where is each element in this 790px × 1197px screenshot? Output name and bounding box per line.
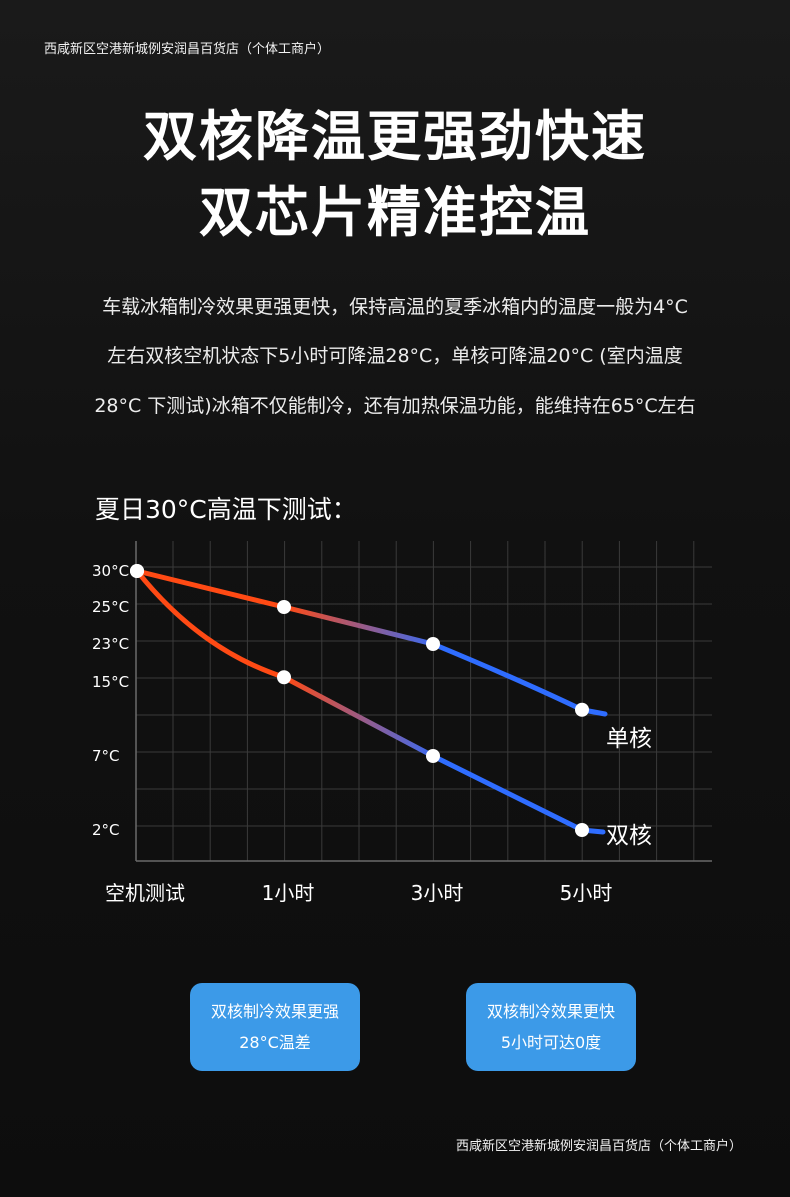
series-label-single-core: 单核 xyxy=(606,726,652,752)
shop-name-top: 西咸新区空港新城例安润昌百货店（个体工商户） xyxy=(44,42,331,57)
x-tick-label: 1小时 xyxy=(262,881,315,905)
chart-title: 夏日30°C高温下测试： xyxy=(95,495,357,524)
data-point xyxy=(426,637,440,651)
badge-faster: 双核制冷效果更快 5小时可达0度 xyxy=(466,983,636,1071)
description-line-3: 28°C 下测试)冰箱不仅能制冷，还有加热保温功能，能维持在65°C左右 xyxy=(94,395,696,417)
data-point xyxy=(426,749,440,763)
description-line-2: 左右双核空机状态下5小时可降温28°C，单核可降温20°C (室内温度 xyxy=(107,345,683,367)
headline-line-1: 双核降温更强劲快速 xyxy=(143,105,647,168)
series-label-dual-core: 双核 xyxy=(606,823,652,849)
y-tick-label: 30°C xyxy=(92,562,129,580)
data-point xyxy=(277,670,291,685)
badge-faster-line-2: 5小时可达0度 xyxy=(500,1033,602,1052)
shop-name-bottom: 西咸新区空港新城例安润昌百货店（个体工商户） xyxy=(455,1139,742,1154)
data-point xyxy=(277,600,291,614)
y-tick-label: 7°C xyxy=(92,747,120,765)
x-tick-label: 5小时 xyxy=(560,881,613,905)
y-tick-label: 25°C xyxy=(92,598,129,616)
data-point xyxy=(575,823,589,837)
series-line-dual-core xyxy=(134,568,606,835)
description-line-1: 车载冰箱制冷效果更强更快，保持高温的夏季冰箱内的温度一般为4°C xyxy=(102,296,688,318)
data-point xyxy=(575,702,589,717)
series-line-single-core xyxy=(134,568,608,717)
headline-line-2: 双芯片精准控温 xyxy=(199,181,591,244)
badge-stronger-line-1: 双核制冷效果更强 xyxy=(210,1002,339,1021)
y-tick-label: 2°C xyxy=(92,821,120,839)
y-tick-label: 23°C xyxy=(92,635,129,653)
x-tick-label: 空机测试 xyxy=(105,881,185,905)
data-point xyxy=(130,564,144,578)
y-tick-label: 15°C xyxy=(92,673,129,691)
badge-stronger-line-2: 28°C温差 xyxy=(239,1033,311,1052)
badge-faster-line-1: 双核制冷效果更快 xyxy=(486,1002,615,1021)
x-tick-label: 3小时 xyxy=(411,881,464,905)
badge-stronger: 双核制冷效果更强 28°C温差 xyxy=(190,983,360,1071)
